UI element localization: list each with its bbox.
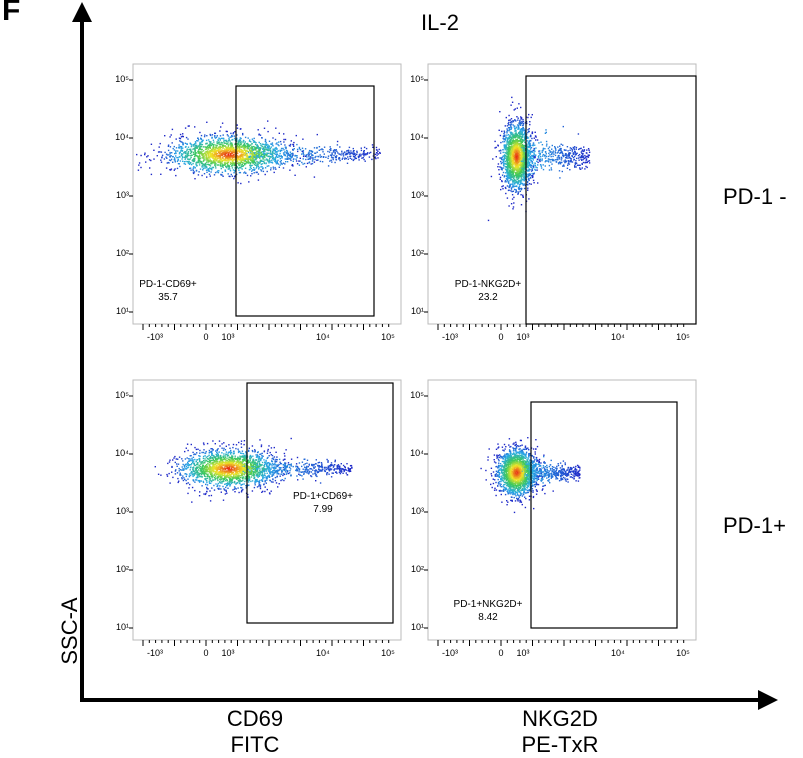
- x-tick-label: -10³: [435, 332, 465, 342]
- gate-rectangle: [531, 402, 677, 628]
- x-axis-channel-fitc: FITC: [175, 732, 335, 758]
- y-tick-label: 10⁵: [107, 390, 129, 400]
- y-tick-label: 10²: [107, 564, 129, 574]
- y-tick-label: 10⁵: [402, 74, 424, 84]
- y-tick-label: 10²: [107, 248, 129, 258]
- gate-name: PD-1+CD69+: [283, 490, 363, 503]
- y-tick-label: 10¹: [402, 622, 424, 632]
- y-tick-label: 10⁴: [402, 132, 424, 142]
- y-tick-label: 10⁴: [107, 132, 129, 142]
- x-axis-title-nkg2d: NKG2D PE-TxR: [480, 706, 640, 758]
- plot-svg: [423, 64, 711, 374]
- gate-percent: 8.42: [448, 611, 528, 624]
- y-tick-label: 10³: [402, 190, 424, 200]
- y-tick-label: 10¹: [107, 622, 129, 632]
- plot-svg: [423, 380, 711, 690]
- gate-name: PD-1-NKG2D+: [448, 278, 528, 291]
- x-tick-label: 10⁵: [668, 332, 698, 342]
- x-axis-channel-petxr: PE-TxR: [480, 732, 640, 758]
- gate-name: PD-1-CD69+: [128, 278, 208, 291]
- y-tick-label: 10⁴: [402, 448, 424, 458]
- event-cloud: [488, 97, 591, 221]
- gate-percent: 23.2: [448, 291, 528, 304]
- gate-name: PD-1+NKG2D+: [448, 598, 528, 611]
- gate-label: PD-1+CD69+7.99: [283, 490, 363, 516]
- y-tick-label: 10⁵: [402, 390, 424, 400]
- x-tick-label: 10³: [508, 332, 538, 342]
- x-axis-marker-cd69: CD69: [175, 706, 335, 732]
- x-tick-label: 10⁴: [603, 332, 633, 342]
- y-tick-label: 10²: [402, 564, 424, 574]
- x-tick-label: 10⁵: [668, 648, 698, 658]
- gate-label: PD-1-CD69+35.7: [128, 278, 208, 304]
- x-tick-label: 10⁵: [373, 648, 403, 658]
- y-tick-label: 10⁴: [107, 448, 129, 458]
- y-tick-label: 10³: [107, 190, 129, 200]
- x-tick-label: 10⁵: [373, 332, 403, 342]
- row-label-pd1-pos: PD-1+: [723, 513, 786, 539]
- y-tick-label: 10⁵: [107, 74, 129, 84]
- x-axis-marker-nkg2d: NKG2D: [480, 706, 640, 732]
- plot-svg: [128, 64, 416, 374]
- y-tick-label: 10¹: [402, 306, 424, 316]
- x-tick-label: -10³: [140, 332, 170, 342]
- x-tick-label: 10³: [213, 648, 243, 658]
- x-tick-label: -10³: [140, 648, 170, 658]
- gate-rectangle: [526, 76, 696, 324]
- y-tick-label: 10³: [402, 506, 424, 516]
- y-tick-label: 10¹: [107, 306, 129, 316]
- y-axis-title: SSC-A: [57, 591, 83, 671]
- plot-svg: [128, 380, 416, 690]
- x-tick-label: 10⁴: [308, 648, 338, 658]
- x-tick-label: 10³: [213, 332, 243, 342]
- gate-rectangle: [236, 86, 374, 316]
- x-tick-label: 10⁴: [308, 332, 338, 342]
- x-tick-label: 10⁴: [603, 648, 633, 658]
- gate-percent: 7.99: [283, 503, 363, 516]
- row-label-pd1-neg: PD-1 -: [723, 184, 787, 210]
- gate-label: PD-1+NKG2D+8.42: [448, 598, 528, 624]
- gate-percent: 35.7: [128, 291, 208, 304]
- y-tick-label: 10²: [402, 248, 424, 258]
- x-axis-title-cd69: CD69 FITC: [175, 706, 335, 758]
- y-tick-label: 10³: [107, 506, 129, 516]
- event-cloud: [136, 120, 381, 184]
- x-tick-label: -10³: [435, 648, 465, 658]
- x-tick-label: 10³: [508, 648, 538, 658]
- gate-label: PD-1-NKG2D+23.2: [448, 278, 528, 304]
